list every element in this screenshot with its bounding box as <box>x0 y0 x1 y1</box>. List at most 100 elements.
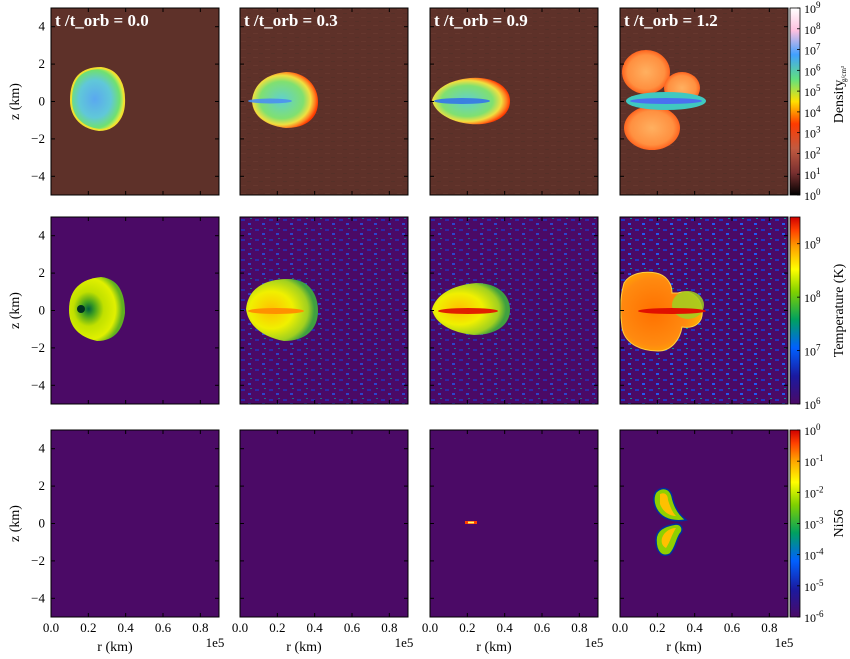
x-axis-label: r (km) <box>666 640 702 655</box>
y-axis-label: z (km) <box>8 505 23 542</box>
y-tick-label: 4 <box>39 19 46 34</box>
colorbar-ni56: 100 10-1 10-2 10-3 10-4 10-5 10-6 Ni56 <box>789 422 847 625</box>
x-tick-label: 0.0 <box>422 620 438 635</box>
x-tick-label: 0.2 <box>269 620 285 635</box>
x-axis-label: r (km) <box>286 640 322 655</box>
colorbar-tick-label: 106 <box>804 396 821 412</box>
colorbar-tick-label: 10-4 <box>804 547 824 563</box>
colorbar-gradient <box>789 216 801 405</box>
colorbar-tick-label: 100 <box>804 422 821 438</box>
panel-title: t /t_orb = 0.9 <box>434 11 528 30</box>
x-offset-label: 1e5 <box>775 635 794 650</box>
x-tick-label: 0.8 <box>192 620 208 635</box>
x-tick-label: 0.4 <box>118 620 135 635</box>
ni56-spot-core <box>468 521 474 524</box>
x-tick-label: 0.2 <box>459 620 475 635</box>
colorbar-tick-label: 10-5 <box>804 578 824 594</box>
panel-density-0: 4 2 0 −2 −4 z (km) t /t_orb = 0.0 <box>8 7 220 196</box>
panel-background <box>430 430 598 617</box>
y-tick-label: 0 <box>39 303 46 318</box>
y-axis-label: z (km) <box>8 292 23 329</box>
x-tick-label: 0.6 <box>344 620 361 635</box>
density-core <box>630 98 702 104</box>
temperature-midplane <box>638 308 706 314</box>
colorbar-label: Density <box>832 80 847 124</box>
density-lobe-upper <box>622 50 670 94</box>
x-tick-label: 0.4 <box>497 620 514 635</box>
panel-density-2: t /t_orb = 0.9 <box>429 7 599 196</box>
panel-temperature-1 <box>239 216 409 405</box>
panel-density-3: t /t_orb = 1.2 <box>619 7 789 196</box>
temperature-midplane <box>248 308 304 314</box>
x-tick-label: 0.2 <box>80 620 96 635</box>
x-tick-label: 0.8 <box>381 620 397 635</box>
x-tick-label: 0.0 <box>232 620 248 635</box>
colorbar-tick-label: 10-2 <box>804 484 824 500</box>
colorbar-tick-label: 108 <box>804 21 821 37</box>
colorbar-tick-label: 10-1 <box>804 453 824 469</box>
colorbar-tick-label: 104 <box>804 104 821 120</box>
x-tick-label: 0.4 <box>307 620 324 635</box>
x-offset-label: 1e5 <box>585 635 604 650</box>
colorbar-temperature: 109 108 107 106 Temperature (K) <box>789 216 847 412</box>
colorbar-tick-label: 106 <box>804 62 821 78</box>
y-tick-label: 4 <box>39 228 46 243</box>
y-tick-label: 0 <box>39 516 46 531</box>
colorbar-unit: g/cm³ <box>840 66 848 82</box>
y-tick-label: 2 <box>39 265 46 280</box>
x-tick-label: 0.8 <box>761 620 777 635</box>
colorbar-tick-label: 10-6 <box>804 609 824 625</box>
x-tick-label: 0.4 <box>687 620 704 635</box>
x-axis-label: r (km) <box>476 640 512 655</box>
colorbar-tick-label: 108 <box>804 289 821 305</box>
density-lobe-lower <box>624 106 680 150</box>
density-midplane <box>434 98 490 104</box>
panel-background <box>51 430 219 617</box>
x-tick-label: 0.0 <box>612 620 628 635</box>
colorbar-label: Temperature (K) <box>832 263 847 357</box>
panel-temperature-2 <box>429 216 599 405</box>
panel-temperature-0: 4 2 0 −2 −4 z (km) <box>8 216 220 405</box>
colorbar-tick-label: 109 <box>804 0 821 16</box>
colorbar-tick-label: 102 <box>804 145 821 161</box>
panel-ni56-2: 0.0 0.2 0.4 0.6 0.8 r (km) 1e5 <box>422 429 604 655</box>
x-tick-label: 0.6 <box>155 620 172 635</box>
x-tick-label: 0.8 <box>571 620 587 635</box>
temperature-blob <box>69 277 125 341</box>
panel-ni56-3: 0.0 0.2 0.4 0.6 0.8 r (km) 1e5 <box>612 429 794 655</box>
y-tick-label: 0 <box>39 94 46 109</box>
colorbar-tick-label: 10-3 <box>804 516 824 532</box>
colorbar-label: Ni56 <box>832 510 847 538</box>
y-tick-label: 4 <box>39 441 46 456</box>
y-tick-label: −2 <box>31 131 45 146</box>
x-tick-label: 0.0 <box>43 620 59 635</box>
ni56-lobe-lower-core <box>661 528 676 548</box>
colorbar-tick-label: 109 <box>804 236 821 252</box>
panel-ni56-1: 0.0 0.2 0.4 0.6 0.8 r (km) 1e5 <box>232 429 414 655</box>
panel-density-1: t /t_orb = 0.3 <box>239 7 409 196</box>
panel-title: t /t_orb = 0.0 <box>55 11 149 30</box>
y-tick-label: −4 <box>31 168 45 183</box>
panel-title: t /t_orb = 1.2 <box>624 11 718 30</box>
y-axis-label: z (km) <box>8 83 23 120</box>
panel-background <box>620 430 788 617</box>
y-tick-label: −4 <box>31 377 45 392</box>
x-offset-label: 1e5 <box>395 635 414 650</box>
x-tick-label: 0.6 <box>724 620 741 635</box>
y-tick-label: −2 <box>31 340 45 355</box>
y-tick-label: −2 <box>31 553 45 568</box>
density-blob <box>69 66 126 132</box>
x-offset-label: 1e5 <box>206 635 225 650</box>
colorbar-tick-label: 107 <box>804 42 821 58</box>
x-tick-label: 0.2 <box>649 620 665 635</box>
colorbar-tick-label: 107 <box>804 343 821 359</box>
ni56-lobe-upper-core <box>660 493 676 516</box>
temperature-midplane <box>438 308 498 314</box>
x-axis-label: r (km) <box>97 640 133 655</box>
temperature-cold-core <box>77 305 85 313</box>
temperature-lobe <box>672 291 704 319</box>
colorbar-tick-label: 101 <box>804 166 821 182</box>
panel-ni56-0: 0.0 0.2 0.4 0.6 0.8 4 2 0 −2 −4 z (km) r (km) 1e5 <box>8 429 225 655</box>
panel-temperature-3 <box>619 216 789 405</box>
